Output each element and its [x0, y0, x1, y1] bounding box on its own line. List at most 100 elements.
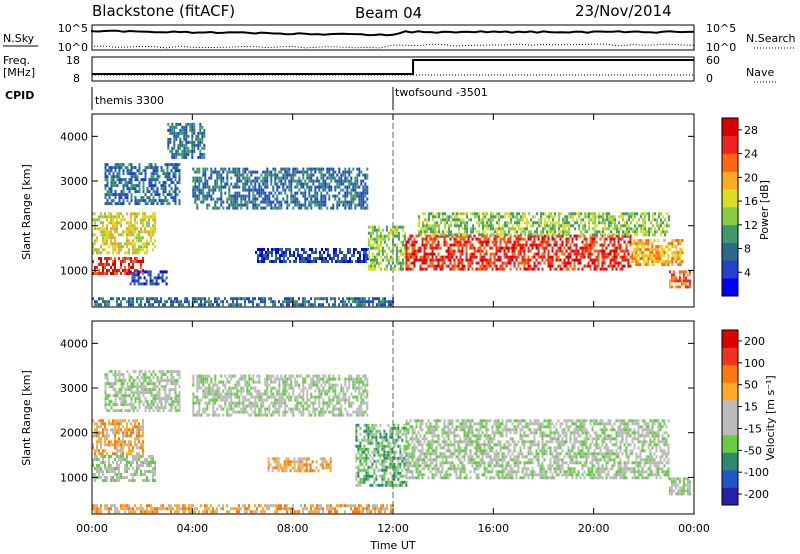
nsearch-tick-high: 10^5 [706, 22, 736, 35]
power-cbar-swatch-0 [722, 278, 738, 297]
vel-cbar-swatch-8 [722, 347, 738, 366]
cpid-label: CPID [5, 89, 34, 102]
velocity-ytick-label-3: 4000 [60, 337, 88, 350]
vel-cbar-tick-6: -100 [744, 466, 769, 479]
power-band-11 [631, 239, 684, 267]
time-tick-label-3: 12:00 [377, 522, 409, 535]
vel-cbar-swatch-4 [722, 417, 738, 436]
velocity-ytick-label-1: 2000 [60, 427, 88, 440]
vel-cbar-swatch-0 [722, 487, 738, 506]
power-band-7 [92, 297, 394, 307]
time-tick-label-0: 00:00 [76, 522, 108, 535]
power-ytick-label-2: 3000 [60, 175, 88, 188]
time-tick-label-2: 08:00 [277, 522, 309, 535]
nsky-tick-low: 10^0 [58, 41, 88, 54]
power-cbar-swatch-8 [722, 135, 738, 154]
station-title: Blackstone (fitACF) [92, 2, 235, 20]
freq-panel: Freq. [MHz] 18 8 60 0 Nave [3, 54, 776, 85]
power-cbar-tick-3: 16 [744, 195, 758, 208]
cpid-segment-themis: themis 3300 [95, 94, 164, 107]
nave-tick-high: 60 [706, 54, 720, 67]
nsky-panel: N.Sky 10^5 10^0 10^5 10^0 N.Search [3, 22, 796, 54]
vel-cbar-swatch-7 [722, 365, 738, 383]
power-cbar-tick-0: 4 [744, 266, 751, 279]
velocity-colorbar-label: Velocity [m s⁻¹] [764, 375, 777, 460]
nave-label: Nave [746, 66, 774, 79]
vel-cbar-swatch-2 [722, 452, 738, 471]
vel-cbar-tick-4: -15 [744, 422, 762, 435]
velocity-ytick-label-0: 1000 [60, 471, 88, 484]
power-heatmap [92, 122, 691, 307]
date-title: 23/Nov/2014 [575, 2, 672, 20]
velocity-band-4 [267, 457, 332, 473]
time-axis-label: Time UT [369, 539, 415, 552]
beam-title: Beam 04 [355, 4, 422, 22]
power-band-10 [418, 212, 671, 237]
freq-unit-label: [MHz] [3, 66, 35, 79]
vel-cbar-swatch-9 [722, 330, 738, 348]
vel-cbar-swatch-6 [722, 382, 738, 401]
nsearch-tick-low: 10^0 [706, 41, 736, 54]
time-tick-label-4: 16:00 [477, 522, 509, 535]
power-colorbar-label: Power [dB] [758, 180, 771, 240]
nave-tick-low: 0 [706, 72, 713, 85]
power-colorbar: 4 8 12 16 20 24 28 [721, 117, 758, 297]
power-band-6 [255, 248, 369, 263]
nsky-tick-high: 10^5 [58, 22, 88, 35]
power-band-5 [192, 167, 369, 210]
power-band-1 [92, 212, 156, 255]
vel-cbar-tick-2: 50 [744, 379, 758, 392]
power-cbar-tick-5: 24 [744, 148, 758, 161]
velocity-ylabel: Slant Range [km] [20, 370, 33, 466]
power-ytick-label-1: 2000 [60, 220, 88, 233]
velocity-ytick-label-2: 3000 [60, 382, 88, 395]
velocity-colorbar: 200 100 50 15 -15 -50 -100 -200 [721, 329, 769, 506]
vel-cbar-tick-5: -50 [744, 444, 762, 457]
velocity-band-0 [92, 419, 144, 456]
velocity-band-2 [104, 370, 181, 413]
time-tick-label-6: 00:00 [678, 522, 710, 535]
velocity-band-8 [668, 477, 691, 496]
power-band-4 [129, 270, 168, 286]
power-ytick-label-0: 1000 [60, 264, 88, 277]
power-cbar-tick-2: 12 [744, 219, 758, 232]
power-cbar-swatch-9 [722, 118, 738, 137]
velocity-panel: 1000 2000 3000 4000 00:00 04:00 08:00 12:00 16:… [20, 320, 710, 552]
velocity-heatmap [92, 370, 691, 514]
vel-cbar-swatch-1 [722, 470, 738, 488]
power-band-9 [405, 234, 632, 271]
power-band-3 [167, 122, 206, 159]
freq-tick-low: 8 [73, 72, 80, 85]
power-band-2 [104, 163, 181, 206]
power-cbar-swatch-5 [722, 189, 738, 208]
power-cbar-swatch-4 [722, 207, 738, 226]
vel-cbar-tick-1: 100 [744, 357, 765, 370]
power-panel: 1000 2000 3000 4000 Slant Range [km] [20, 113, 695, 308]
vel-cbar-tick-3: 15 [744, 401, 758, 414]
time-tick-label-1: 04:00 [176, 522, 208, 535]
power-band-8 [367, 225, 406, 271]
power-cbar-swatch-1 [722, 260, 738, 279]
vel-cbar-swatch-3 [722, 435, 738, 453]
power-ytick-label-3: 4000 [60, 130, 88, 143]
cpid-segment-twofsound: twofsound -3501 [395, 86, 488, 99]
power-cbar-swatch-7 [722, 153, 738, 172]
power-ylabel: Slant Range [km] [20, 164, 33, 260]
velocity-band-6 [355, 423, 408, 487]
vel-cbar-swatch-5 [722, 400, 738, 418]
velocity-band-3 [192, 374, 369, 417]
power-band-12 [668, 270, 691, 289]
power-cbar-swatch-6 [722, 171, 738, 190]
vel-cbar-tick-0: 200 [744, 335, 765, 348]
power-cbar-tick-1: 8 [744, 243, 751, 256]
velocity-band-7 [405, 419, 670, 480]
velocity-band-5 [92, 504, 394, 514]
nsky-label: N.Sky [3, 32, 35, 45]
power-cbar-swatch-2 [722, 242, 738, 261]
freq-tick-high: 18 [66, 54, 80, 67]
power-cbar-tick-6: 28 [744, 124, 758, 137]
nsearch-label: N.Search [746, 32, 796, 45]
freq-label: Freq. [3, 54, 30, 67]
vel-cbar-tick-7: -200 [744, 488, 769, 501]
